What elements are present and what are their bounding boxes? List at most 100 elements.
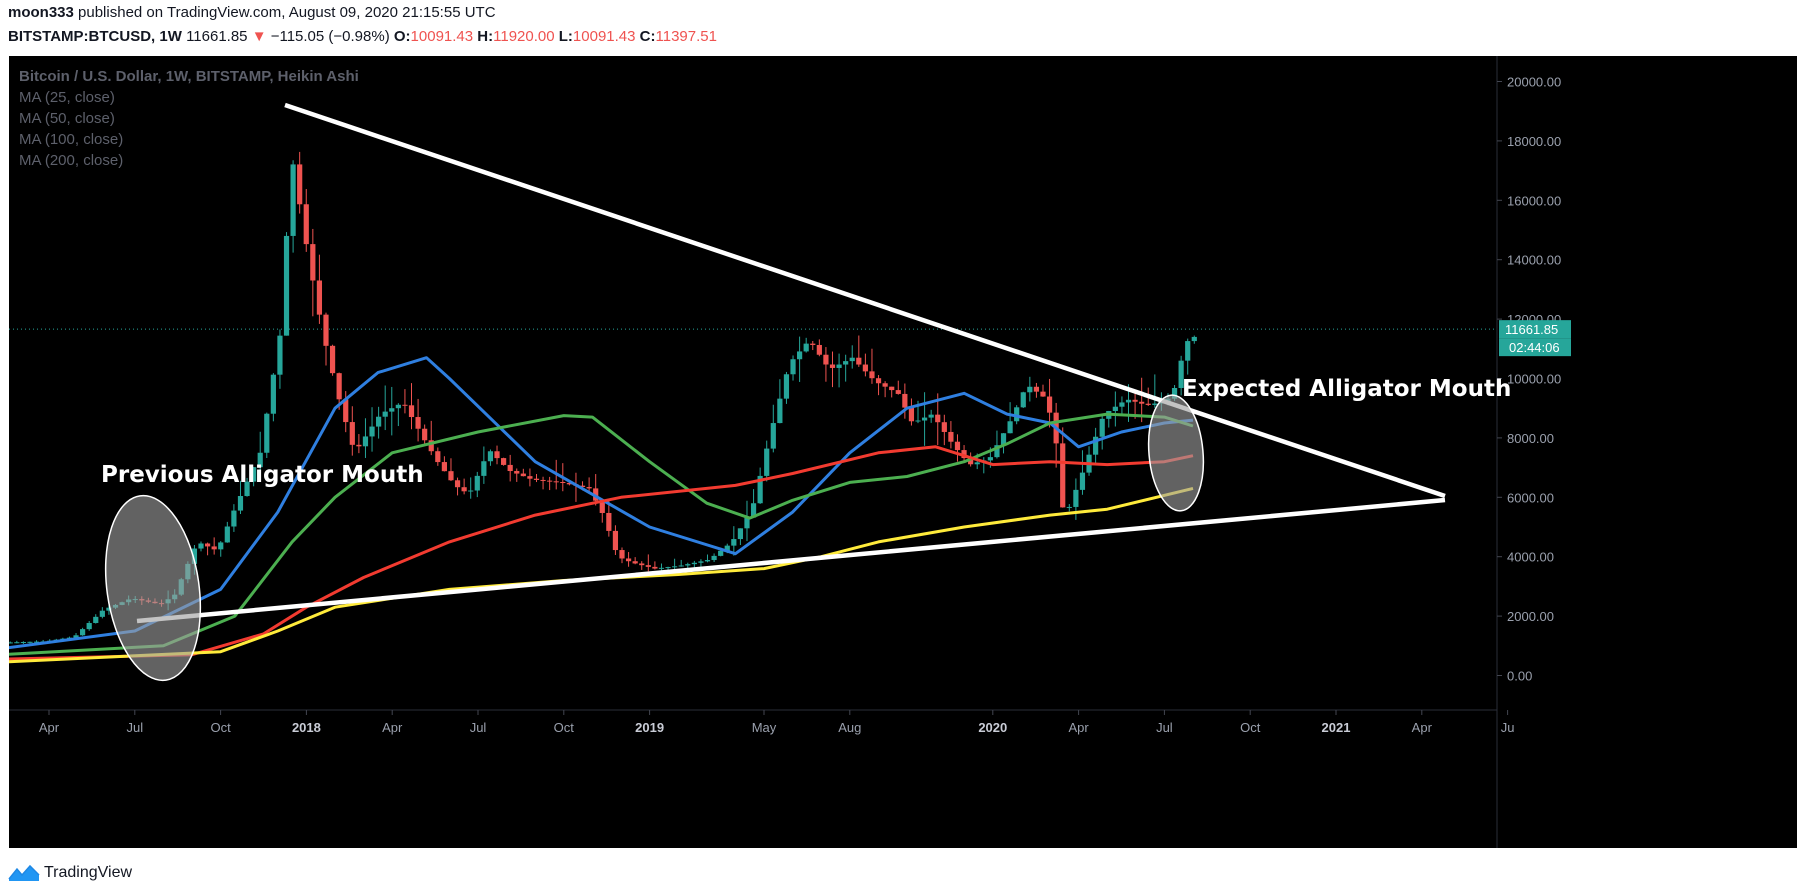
up-candle	[915, 420, 921, 422]
down-candle	[204, 543, 211, 547]
time-tick-label: Aug	[838, 720, 861, 735]
up-candle	[237, 496, 244, 511]
price-tick-label: 6000.00	[1507, 490, 1554, 505]
up-candle	[1066, 506, 1072, 508]
legend-ma-100[interactable]: MA (100, close)	[19, 131, 124, 148]
countdown-label: 02:44:06	[1509, 340, 1560, 355]
up-candle	[1191, 336, 1197, 342]
up-candle	[198, 543, 204, 549]
down-candle	[329, 345, 336, 374]
low-value: 10091.43	[572, 28, 636, 45]
countdown-tag	[1499, 338, 1571, 357]
up-candle	[395, 404, 401, 409]
up-candle	[106, 607, 112, 611]
down-candle	[1040, 391, 1046, 397]
up-candle	[382, 411, 388, 417]
time-tick-label: Oct	[554, 720, 575, 735]
up-candle	[724, 545, 730, 551]
up-candle	[731, 539, 737, 546]
down-candle	[856, 357, 862, 365]
down-candle	[527, 476, 533, 479]
time-tick-label: May	[752, 720, 777, 735]
time-tick-label: Oct	[1240, 720, 1261, 735]
down-candle	[507, 464, 513, 472]
down-candle	[579, 485, 586, 488]
high-label: H:	[477, 28, 494, 45]
down-candle	[586, 487, 592, 489]
previous-alligator-ellipse	[104, 494, 202, 682]
down-candle	[520, 473, 526, 477]
down-candle	[948, 431, 954, 442]
price-tick-label: 8000.00	[1507, 431, 1554, 446]
down-candle	[645, 565, 651, 567]
down-candle	[533, 478, 540, 480]
down-candle	[566, 482, 572, 485]
down-candle	[968, 458, 974, 465]
up-candle	[257, 452, 263, 468]
up-candle	[718, 550, 724, 556]
down-candle	[619, 550, 625, 559]
legend-ma-25[interactable]: MA (25, close)	[19, 89, 115, 106]
down-candle	[461, 487, 467, 492]
up-candle	[797, 351, 803, 360]
up-candle	[1007, 421, 1013, 434]
high-value: 11920.00	[493, 28, 555, 45]
time-tick-label: 2018	[292, 720, 321, 735]
tradingview-logo-icon[interactable]	[8, 863, 40, 883]
time-tick-label: Apr	[39, 720, 60, 735]
symbol-ohlc-line: BITSTAMP:BTCUSD, 1W 11661.85 ▼ −115.05 (…	[8, 28, 717, 45]
up-candle	[474, 475, 480, 491]
legend-title[interactable]: Bitcoin / U.S. Dollar, 1W, BITSTAMP, Hei…	[19, 68, 359, 85]
up-candle	[737, 528, 744, 540]
up-candle	[191, 548, 198, 564]
down-candle	[862, 364, 868, 372]
down-candle	[402, 404, 408, 406]
time-tick-label: Apr	[1068, 720, 1089, 735]
down-candle	[599, 500, 605, 513]
price-tick-label: 16000.00	[1507, 193, 1561, 208]
legend-ma-200[interactable]: MA (200, close)	[19, 152, 124, 169]
time-tick-label: Apr	[1412, 720, 1433, 735]
time-tick-label: Apr	[382, 720, 403, 735]
open-label: O:	[393, 28, 411, 45]
down-candle	[829, 364, 836, 368]
footer: TradingView	[8, 860, 132, 886]
price-tick-label: 0.00	[1507, 669, 1532, 684]
legend-ma-50[interactable]: MA (50, close)	[19, 110, 115, 127]
down-candle	[816, 344, 822, 355]
down-candle	[415, 417, 421, 429]
up-candle	[1014, 407, 1020, 422]
down-candle	[336, 373, 342, 400]
down-candle	[908, 407, 915, 422]
chart-panel[interactable]: 0.00 2000.00 4000.00 6000.00 8000.00 10000.00…	[9, 56, 1797, 848]
up-candle	[277, 335, 283, 375]
up-candle	[750, 503, 757, 518]
up-candle	[1093, 436, 1099, 455]
up-candle	[1112, 406, 1118, 411]
up-candle	[264, 413, 270, 453]
price-tag-label: 11661.85	[1505, 322, 1558, 337]
time-tick-label: 2020	[978, 720, 1007, 735]
up-candle	[849, 357, 855, 362]
down-candle	[1060, 443, 1066, 508]
up-candle	[698, 561, 704, 563]
up-candle	[757, 475, 763, 504]
down-candle	[448, 471, 454, 481]
up-candle	[658, 567, 665, 569]
down-candle	[625, 558, 632, 562]
up-candle	[1000, 433, 1007, 446]
time-tick-label: Jul	[470, 720, 487, 735]
up-candle	[14, 642, 20, 644]
up-candle	[99, 610, 105, 617]
up-candle	[1119, 402, 1125, 407]
down-candle	[441, 462, 447, 472]
up-candle	[80, 629, 86, 636]
up-candle	[704, 560, 711, 562]
up-candle	[836, 364, 842, 368]
price-chart[interactable]: 0.00 2000.00 4000.00 6000.00 8000.00 10000.00…	[9, 56, 1797, 848]
down-candle	[547, 480, 553, 482]
close-label: C:	[639, 28, 656, 45]
footer-brand[interactable]: TradingView	[44, 864, 133, 881]
author-name[interactable]: moon333	[8, 4, 74, 21]
up-candle	[685, 564, 691, 566]
